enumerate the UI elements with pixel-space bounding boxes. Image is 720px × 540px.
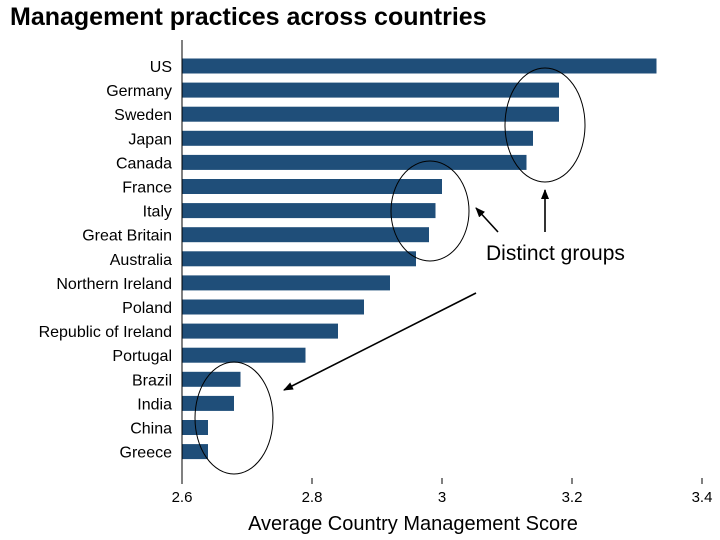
category-label-italy: Italy [143, 204, 172, 221]
bar-australia [182, 251, 416, 267]
bar-france [182, 179, 442, 194]
category-label-greece: Greece [120, 445, 173, 462]
x-tick-label: 3.2 [562, 489, 583, 506]
category-label-china: China [130, 421, 172, 438]
category-label-great-britain: Great Britain [82, 228, 172, 245]
group-ellipse-2 [390, 160, 470, 262]
category-labels: US Germany Sweden Japan Canada France Italy Gre… [39, 59, 173, 462]
bar-great-britain [182, 227, 429, 243]
category-label-us: US [150, 59, 172, 76]
bars-group [182, 58, 657, 460]
annotation-arrow-2 [475, 207, 499, 233]
x-tick-label: 2.6 [172, 489, 193, 506]
bar-japan [182, 130, 533, 146]
bar-germany [182, 82, 559, 98]
chart-title: Management practices across countries [10, 3, 487, 31]
category-label-northern-ireland: Northern Ireland [56, 276, 172, 293]
bar-canada [182, 154, 527, 170]
category-label-brazil: Brazil [132, 372, 172, 389]
x-tick-label: 3 [438, 489, 446, 506]
x-axis-title: Average Country Management Score [248, 513, 578, 535]
bar-italy [182, 203, 436, 219]
bar-portugal [182, 347, 306, 363]
bar-greece [182, 444, 208, 460]
annotations: Distinct groups [194, 67, 625, 475]
bar-us [182, 58, 657, 74]
category-label-portugal: Portugal [112, 348, 172, 365]
x-axis-ticks: 2.6 2.8 3 3.2 3.4 [172, 478, 713, 506]
category-label-republic-of-ireland: Republic of Ireland [39, 324, 172, 341]
bar-sweden [182, 106, 559, 122]
x-tick-label: 2.8 [302, 489, 323, 506]
category-label-poland: Poland [122, 300, 172, 317]
bar-republic-of-ireland [182, 323, 338, 339]
category-label-france: France [122, 180, 172, 197]
category-label-india: India [137, 396, 172, 413]
bar-brazil [182, 371, 241, 387]
bar-poland [182, 299, 364, 315]
category-label-sweden: Sweden [114, 107, 172, 124]
annotation-arrow-3 [283, 292, 477, 391]
group-ellipse-3 [194, 361, 274, 475]
category-label-germany: Germany [106, 83, 172, 100]
category-label-australia: Australia [110, 252, 172, 269]
bar-china [182, 420, 208, 435]
category-label-japan: Japan [128, 131, 172, 148]
bar-india [182, 395, 234, 411]
group-ellipse-1 [504, 67, 586, 183]
bar-northern-ireland [182, 275, 390, 291]
annotation-distinct-groups: Distinct groups [486, 242, 625, 265]
category-label-canada: Canada [116, 155, 172, 172]
x-tick-label: 3.4 [692, 489, 713, 506]
